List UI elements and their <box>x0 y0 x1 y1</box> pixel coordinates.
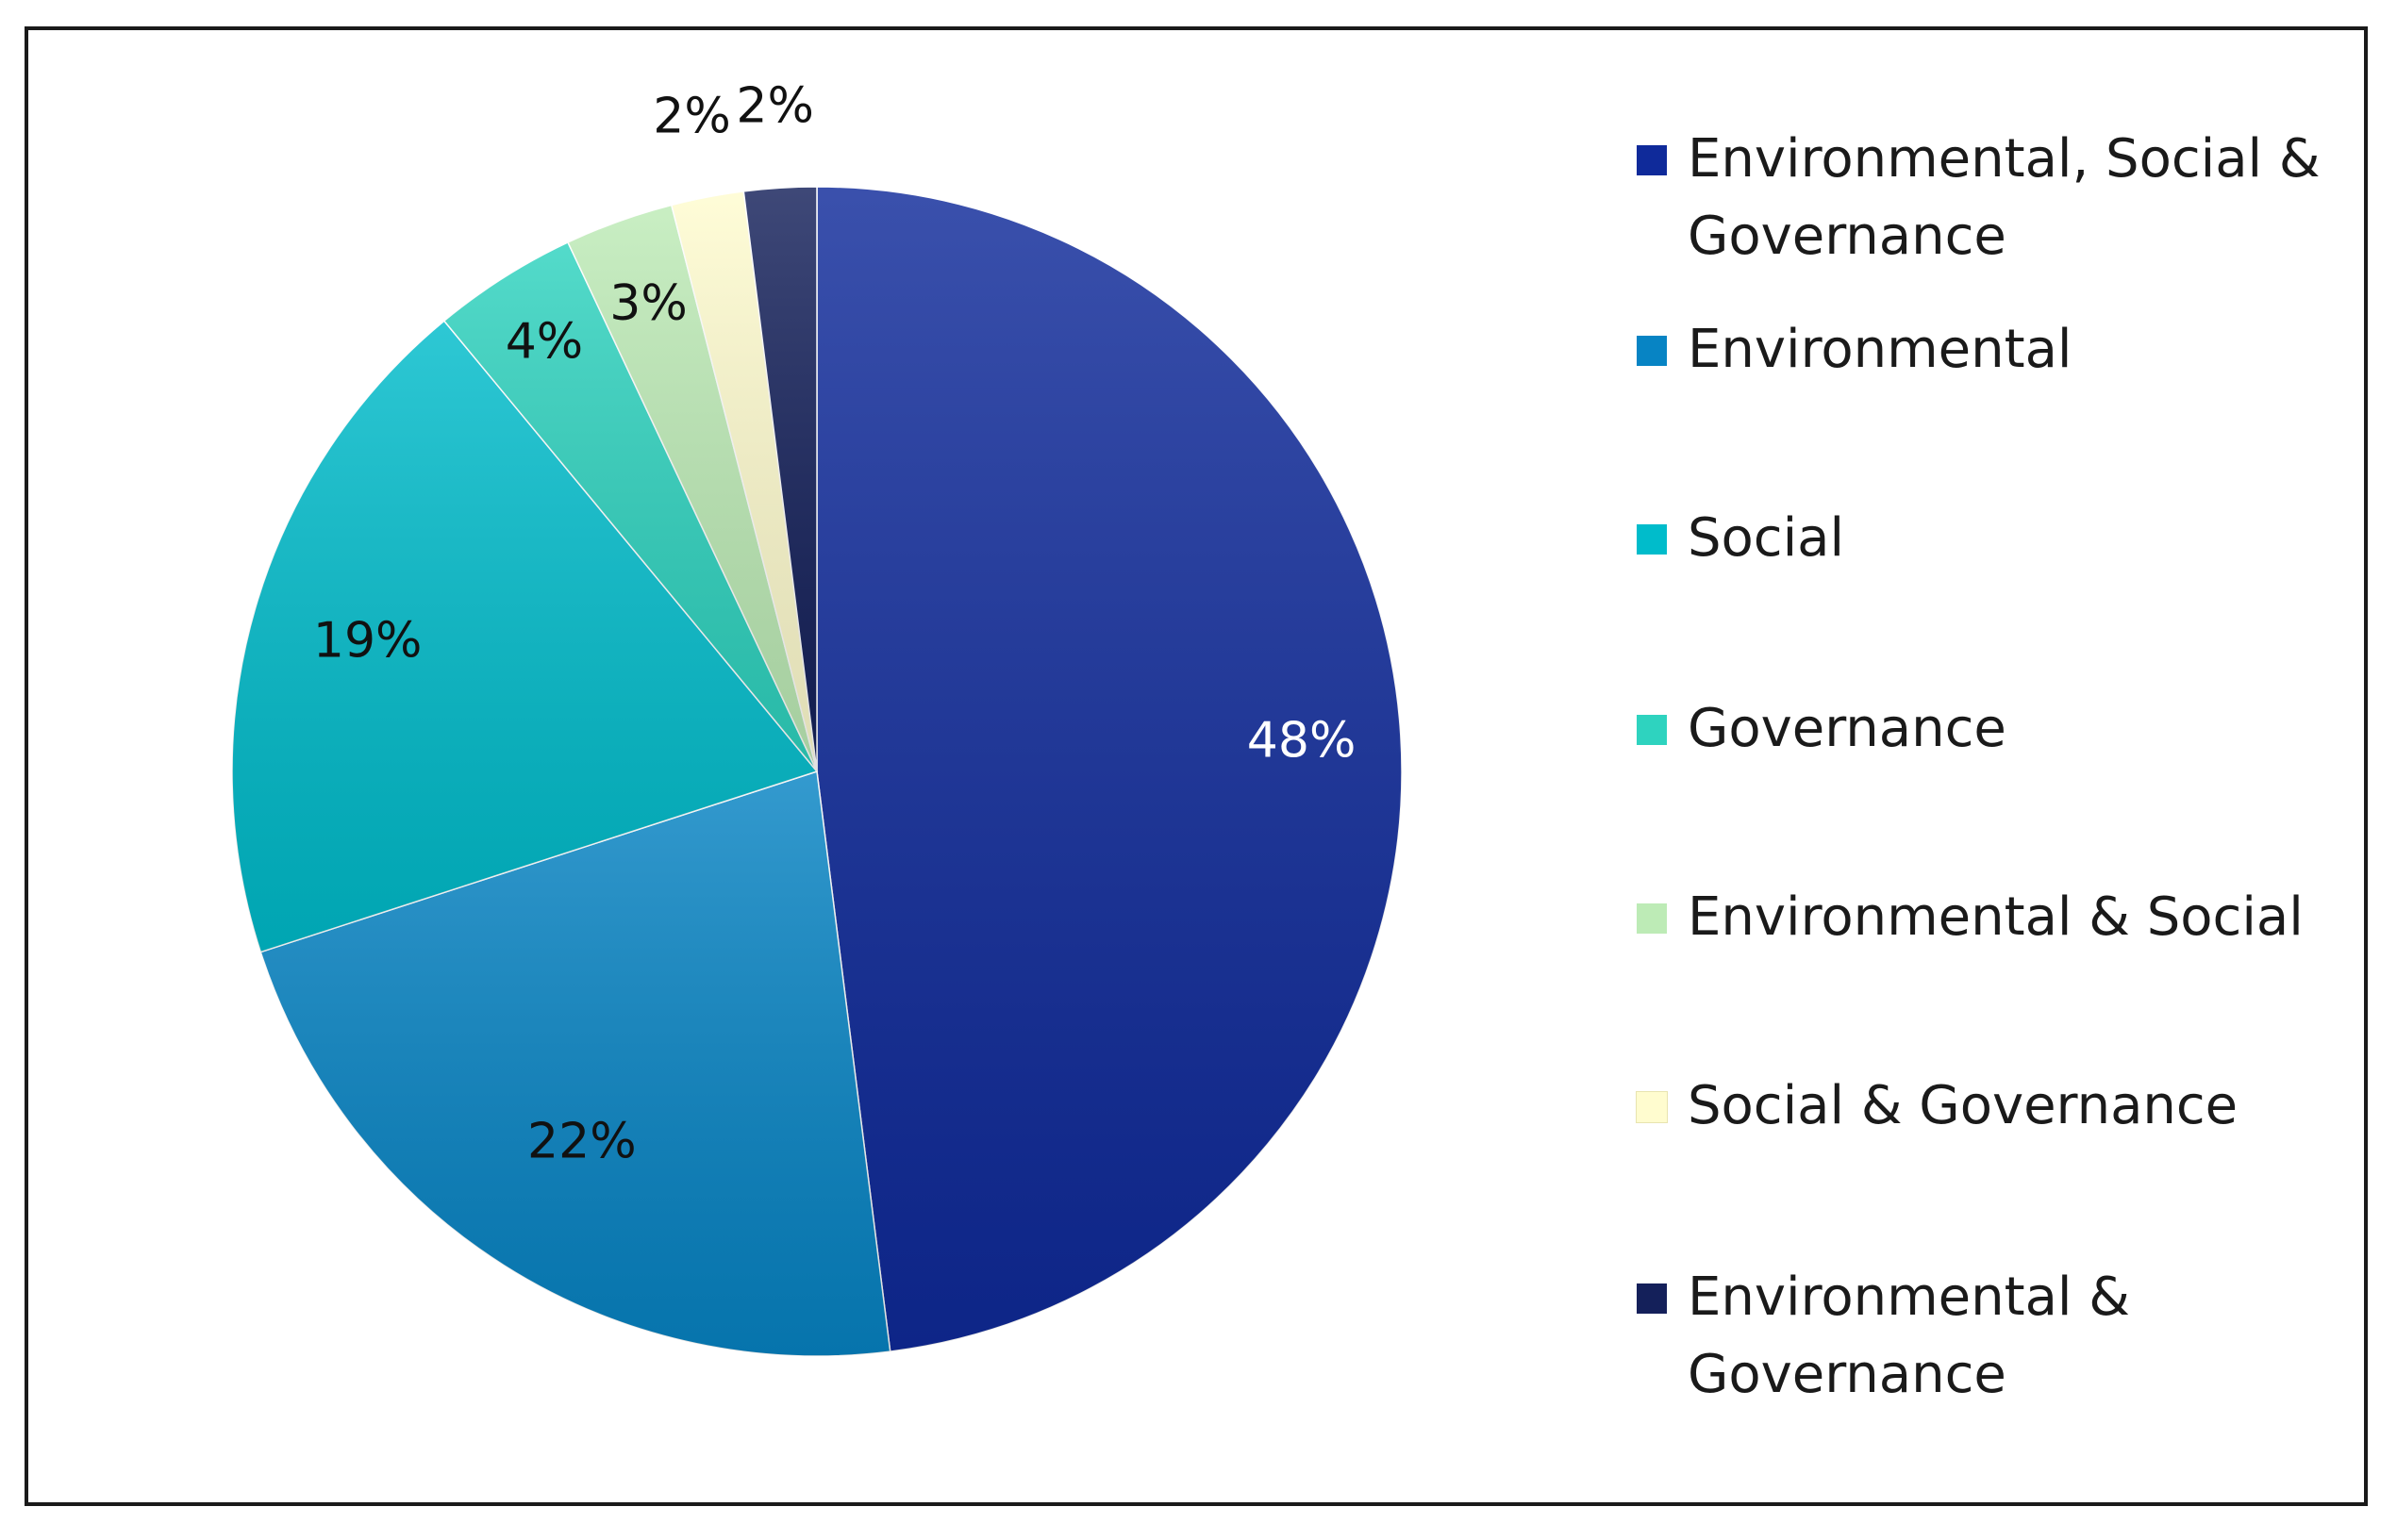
slice-data-label-3: 19% <box>313 613 423 670</box>
legend-label: Environmental & Governance <box>1688 1267 2130 1405</box>
legend-label: Environmental <box>1688 319 2072 380</box>
legend-label: Environmental, Social & Governance <box>1688 128 2321 267</box>
legend-item-4: Governance <box>1637 690 2329 768</box>
slice-data-label-6: 2% <box>653 89 731 145</box>
pie-slice-shading-1 <box>817 187 1403 1352</box>
legend-label: Social & Governance <box>1688 1075 2239 1136</box>
legend-item-5: Environmental & Social <box>1637 879 2329 956</box>
slice-data-label-4: 4% <box>506 314 584 371</box>
legend-label: Social <box>1688 507 1845 569</box>
legend-swatch <box>1637 715 1667 745</box>
legend-item-6: Social & Governance <box>1636 1068 2329 1145</box>
pie-slice-shading-3 <box>232 321 817 952</box>
legend-swatch <box>1637 336 1667 366</box>
legend-item-1: Environmental, Social & Governance <box>1637 121 2329 275</box>
legend-swatch <box>1637 903 1667 934</box>
slice-data-label-5: 3% <box>609 275 688 332</box>
pie-slice-shading-4 <box>443 242 817 772</box>
slice-data-label-1: 48% <box>1247 713 1357 770</box>
legend-swatch <box>1637 1283 1667 1314</box>
pie-slice-shading-2 <box>260 771 891 1356</box>
legend: Environmental, Social & Governance Enviro… <box>1636 0 2354 1540</box>
pie-slice-shading-5 <box>568 205 817 771</box>
pie-slice-shading-6 <box>671 190 817 771</box>
legend-swatch <box>1637 524 1667 555</box>
legend-swatch <box>1636 1091 1668 1123</box>
legend-label: Governance <box>1688 698 2006 759</box>
legend-item-7: Environmental & Governance <box>1637 1259 2329 1414</box>
legend-item-3: Social <box>1637 500 2329 577</box>
legend-label: Environmental & Social <box>1688 886 2304 948</box>
slice-data-label-2: 22% <box>527 1114 637 1170</box>
legend-item-2: Environmental <box>1637 311 2329 389</box>
legend-swatch <box>1637 145 1667 175</box>
pie-slice-shading-7 <box>743 187 817 771</box>
slice-data-label-7: 2% <box>736 78 814 135</box>
